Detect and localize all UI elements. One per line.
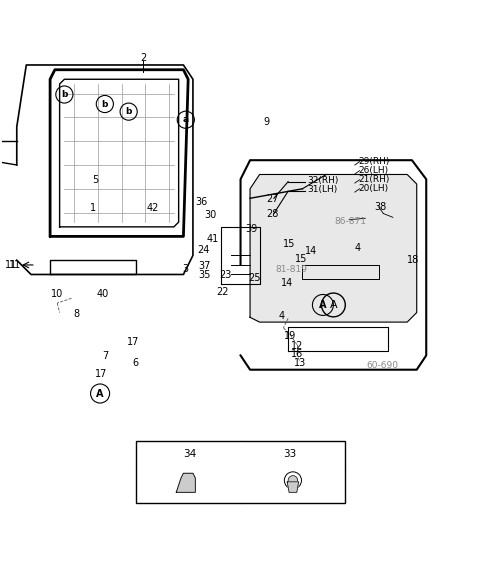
Text: 6: 6 bbox=[133, 358, 139, 367]
Text: 29(RH): 29(RH) bbox=[359, 157, 390, 166]
Text: 15: 15 bbox=[295, 254, 308, 264]
Text: 30: 30 bbox=[204, 210, 217, 220]
Text: 32(RH): 32(RH) bbox=[307, 176, 338, 185]
Text: b: b bbox=[61, 90, 68, 99]
Text: 4: 4 bbox=[279, 311, 285, 321]
Text: b: b bbox=[102, 99, 108, 108]
Text: 81-819: 81-819 bbox=[276, 265, 308, 274]
Text: 17: 17 bbox=[96, 369, 108, 379]
Text: 5: 5 bbox=[92, 175, 98, 185]
Text: 28: 28 bbox=[266, 208, 278, 219]
Text: 3: 3 bbox=[183, 264, 189, 274]
Text: 34: 34 bbox=[183, 449, 197, 458]
Text: a: a bbox=[183, 115, 189, 124]
FancyBboxPatch shape bbox=[136, 441, 345, 503]
Text: 20(LH): 20(LH) bbox=[359, 184, 389, 193]
Text: 10: 10 bbox=[51, 289, 63, 299]
Text: 25: 25 bbox=[249, 273, 261, 283]
Text: 13: 13 bbox=[294, 358, 306, 368]
Text: 31(LH): 31(LH) bbox=[307, 185, 337, 194]
Text: 86-871: 86-871 bbox=[334, 216, 366, 225]
Text: 26(LH): 26(LH) bbox=[359, 166, 389, 175]
Text: 4: 4 bbox=[354, 243, 360, 253]
Text: 17: 17 bbox=[127, 337, 140, 347]
Polygon shape bbox=[176, 473, 195, 492]
Text: 23: 23 bbox=[219, 270, 231, 281]
Text: 1: 1 bbox=[90, 203, 96, 213]
Text: 19: 19 bbox=[285, 331, 297, 341]
Text: 14: 14 bbox=[305, 246, 317, 256]
Text: A: A bbox=[330, 300, 337, 310]
Text: 14: 14 bbox=[281, 278, 293, 287]
Polygon shape bbox=[250, 174, 417, 322]
Circle shape bbox=[288, 475, 298, 485]
Text: 22: 22 bbox=[216, 287, 228, 297]
Text: 36: 36 bbox=[195, 197, 207, 207]
Text: 24: 24 bbox=[197, 245, 210, 254]
Text: 27: 27 bbox=[266, 194, 279, 204]
Text: b: b bbox=[125, 107, 132, 116]
Text: 7: 7 bbox=[102, 352, 108, 361]
Text: 60-690: 60-690 bbox=[366, 361, 398, 370]
Text: 40: 40 bbox=[96, 289, 108, 299]
Text: 38: 38 bbox=[374, 202, 386, 212]
Text: 15: 15 bbox=[283, 240, 296, 249]
Text: 35: 35 bbox=[199, 270, 211, 281]
Polygon shape bbox=[287, 482, 299, 492]
Text: 8: 8 bbox=[73, 308, 79, 319]
Text: 21(RH): 21(RH) bbox=[359, 175, 390, 184]
Text: a: a bbox=[152, 449, 157, 458]
Text: 39: 39 bbox=[245, 224, 257, 234]
Text: 18: 18 bbox=[407, 255, 419, 265]
Text: 42: 42 bbox=[146, 203, 159, 213]
Text: A: A bbox=[319, 300, 327, 310]
Text: 16: 16 bbox=[290, 349, 303, 360]
Text: b: b bbox=[252, 449, 258, 458]
Text: 9: 9 bbox=[264, 117, 270, 127]
Text: 33: 33 bbox=[283, 449, 297, 458]
Text: 37: 37 bbox=[199, 261, 211, 271]
Text: 11: 11 bbox=[9, 260, 22, 270]
Text: 2: 2 bbox=[140, 53, 146, 63]
Text: 12: 12 bbox=[290, 341, 303, 351]
Text: 11: 11 bbox=[4, 260, 17, 270]
Text: A: A bbox=[96, 389, 104, 399]
Text: 41: 41 bbox=[207, 234, 219, 244]
